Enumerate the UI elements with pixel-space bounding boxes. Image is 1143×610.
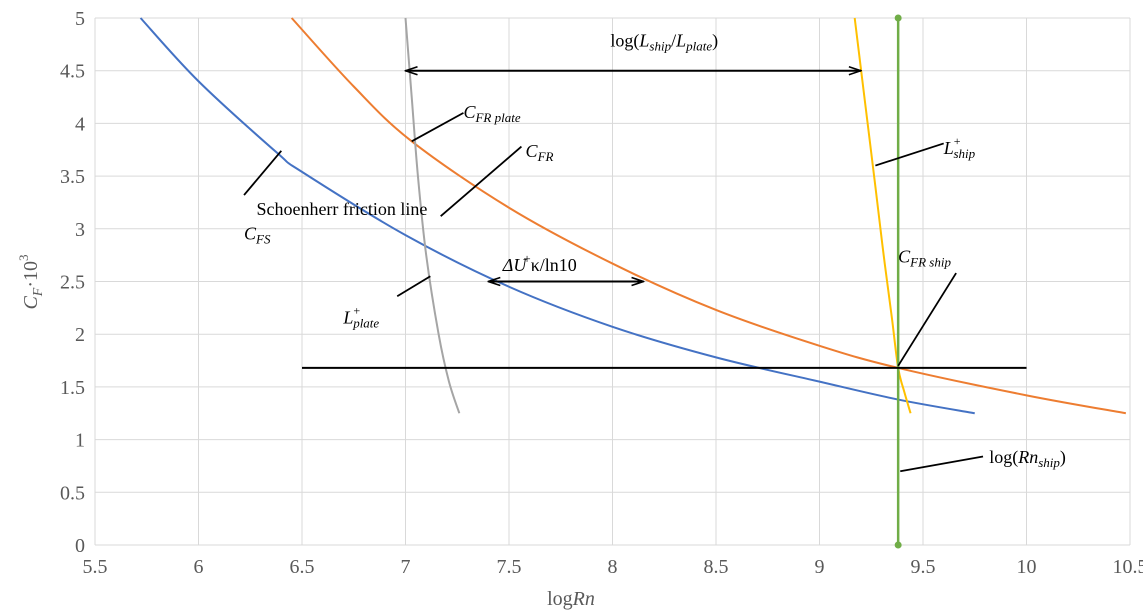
y-tick-label: 4: [75, 113, 85, 135]
annotation-part: ): [712, 30, 718, 51]
annotation-part: L: [342, 308, 353, 328]
series-line-schoenherr-friction-line-c-fs: [139, 17, 975, 415]
x-tick-label: 8: [608, 556, 618, 578]
y-axis-title-sub: F: [31, 287, 46, 297]
x-tick-label: 6: [194, 556, 204, 578]
annotation-part: plate: [352, 316, 379, 331]
log-rn-ship-leader: [900, 455, 984, 473]
annotation-part: ): [1060, 447, 1066, 468]
cfr-ship-label: CFR ship: [898, 247, 951, 270]
y-tick-label: 1: [75, 430, 85, 452]
lship-label: L+ ship: [943, 134, 976, 161]
annotation-part: κ/ln10: [531, 255, 577, 275]
y-tick-label: 2: [75, 324, 85, 346]
y-tick-label: 3: [75, 219, 85, 241]
annotation-part: FS: [255, 231, 271, 246]
annotation-part: Rn: [1017, 447, 1038, 467]
x-tick-label: 9: [815, 556, 825, 578]
annotation-part: ship: [1038, 455, 1060, 470]
series-layer: [139, 14, 1127, 549]
y-axis-title-rest: ·10: [20, 261, 42, 288]
annotation-part: /: [671, 30, 676, 50]
lplate-label: L+ plate: [342, 304, 379, 331]
annotation-part: C: [526, 141, 539, 161]
cfr-leader: [440, 145, 523, 217]
annotation-part: plate: [685, 38, 712, 53]
annotation-part: ΔU: [502, 255, 528, 275]
x-tick-label: 5.5: [83, 556, 108, 578]
rn-ship-endpoint: [894, 541, 902, 549]
x-tick-label: 6.5: [290, 556, 315, 578]
annotation-part: FR: [537, 149, 554, 164]
lplate-leader: [396, 275, 431, 298]
y-tick-label: 1.5: [60, 377, 85, 399]
annotation-part: FR plate: [474, 110, 520, 125]
annotation-part: C: [463, 102, 476, 122]
y-tick-label: 5: [75, 8, 85, 30]
x-axis-title-rn: Rn: [572, 588, 595, 610]
y-axis-title: CF·103: [16, 254, 46, 309]
y-tick-label: 0: [75, 535, 85, 557]
x-tick-label: 8.5: [704, 556, 729, 578]
cfr-ship-leader: [897, 272, 957, 367]
lship-leader: [875, 142, 944, 167]
annotation-part: +: [523, 251, 530, 266]
leader-lines: [243, 112, 984, 473]
annotations: log(Lship/Lplate)CFR plateCFRSchoenherr …: [244, 30, 1066, 469]
log-rn-ship-label: log(Rnship): [989, 447, 1066, 470]
y-tick-label: 2.5: [60, 272, 85, 294]
y-tick-label: 3.5: [60, 166, 85, 188]
annotation-part: FR ship: [909, 255, 951, 270]
annotation-part: C: [244, 223, 257, 243]
delta-u-label: ΔU+κ/ln10: [502, 251, 577, 275]
y-tick-label: 0.5: [60, 482, 85, 504]
series-line-l-plate: [404, 17, 461, 414]
x-tick-label: 10: [1017, 556, 1037, 578]
schoenherr-leader: [243, 150, 282, 196]
series-line-l-ship: [853, 17, 912, 414]
arrows: [406, 71, 861, 282]
x-tick-label: 7: [401, 556, 411, 578]
annotation-part: +: [353, 304, 360, 318]
x-tick-label: 7.5: [497, 556, 522, 578]
y-axis-title-exp: 3: [16, 254, 31, 261]
series-line-c-fr: [290, 17, 1127, 415]
annotation-part: L: [675, 30, 686, 50]
rn-ship-endpoint: [894, 14, 902, 22]
x-axis-title-log: log: [547, 588, 573, 610]
cfr-label: CFR: [526, 141, 554, 164]
cfs-label: CFS: [244, 223, 271, 246]
x-tick-label: 10.5: [1113, 556, 1143, 578]
annotation-part: log(: [989, 447, 1018, 468]
annotation-part: ship: [953, 146, 975, 161]
log-length-ratio-label: log(Lship/Lplate): [610, 30, 718, 53]
x-tick-label: 9.5: [911, 556, 936, 578]
y-tick-label: 4.5: [60, 61, 85, 83]
x-axis-title: logRn: [547, 588, 595, 610]
annotation-part: log(: [610, 30, 639, 51]
annotation-part: L: [943, 138, 954, 158]
tick-labels: 5.5 6 6.5 7 7.5 8 8.5 9 9.5 10 10.5 0 0.5 1 1.5 2 2.5 3 3.…: [60, 8, 1143, 578]
annotation-part: ship: [649, 38, 671, 53]
cfr-plate-leader: [411, 112, 464, 143]
schoenherr-label: Schoenherr friction line: [256, 199, 427, 219]
annotation-part: C: [898, 247, 911, 267]
annotation-part: L: [638, 30, 649, 50]
y-axis-title-c: C: [20, 296, 42, 310]
cfr-plate-label: CFR plate: [463, 102, 520, 125]
annotation-part: +: [954, 134, 961, 148]
